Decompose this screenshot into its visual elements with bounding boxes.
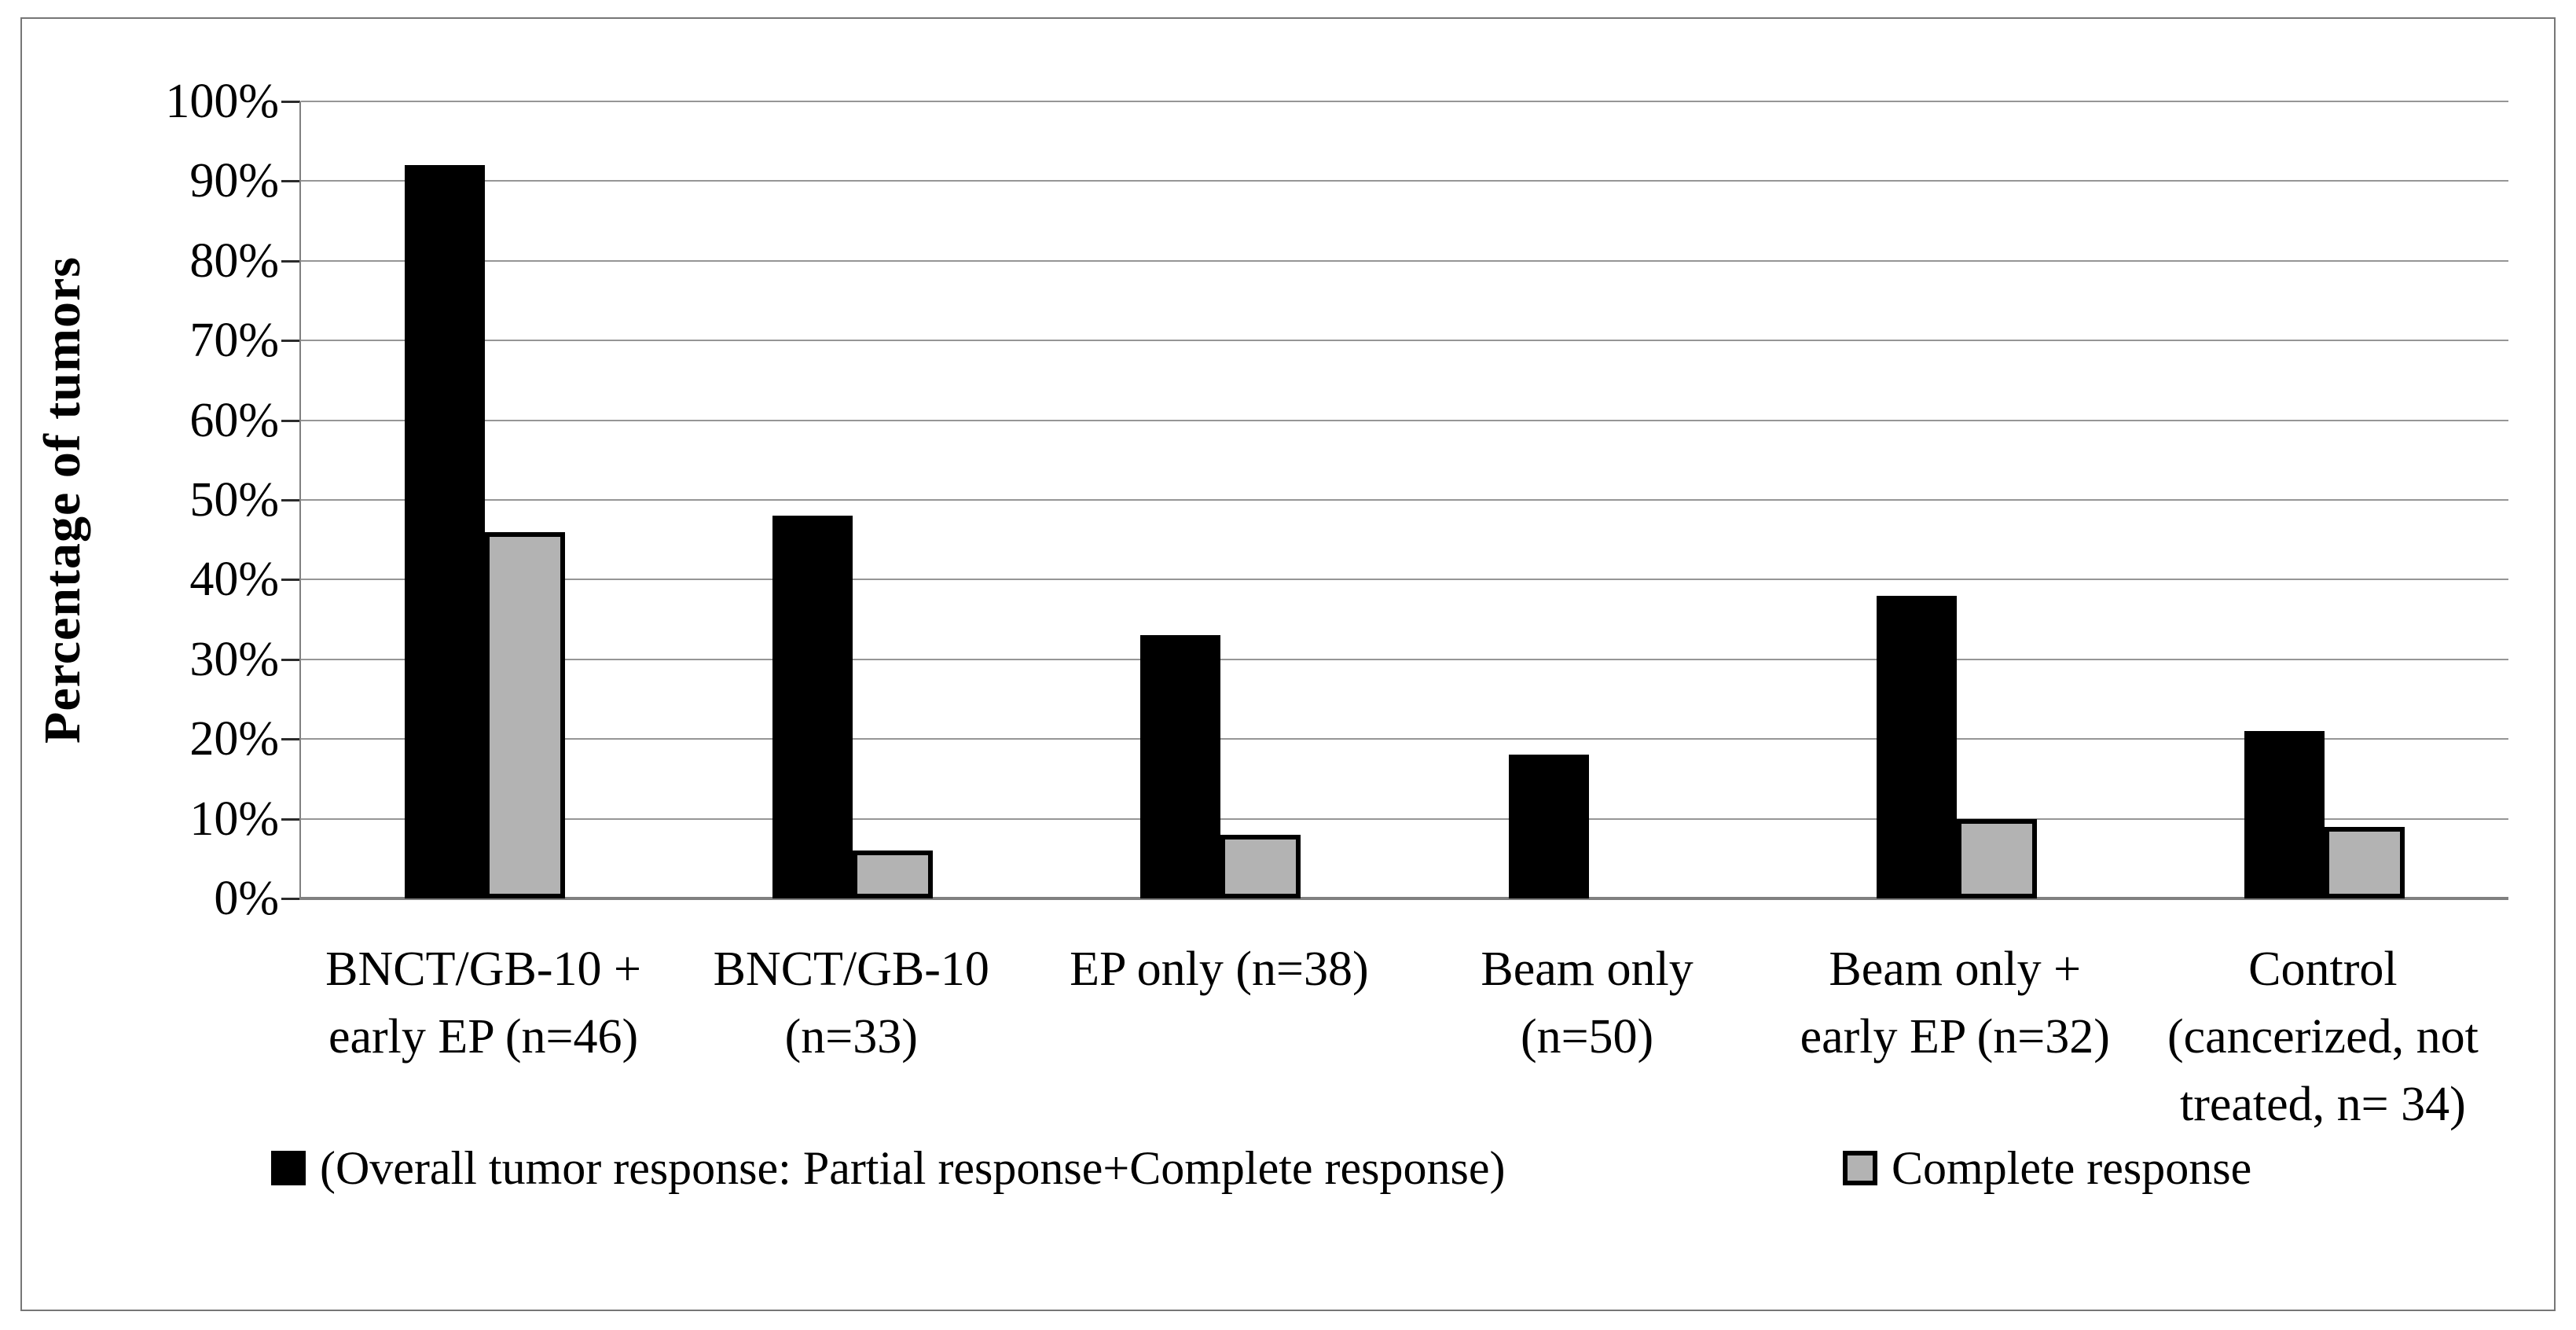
bar-series1-cat5 [2324,826,2405,898]
bar-series0-cat1 [772,516,853,898]
y-tick-mark-80 [281,259,300,263]
gridline-60 [301,419,2508,421]
y-tick-mark-70 [281,340,300,343]
x-category-label-2: EP only (n=38) [1070,942,1369,996]
gridline-70 [301,340,2508,342]
gridline-90 [301,180,2508,182]
y-tick-mark-40 [281,579,300,582]
legend-label-1: Complete response [1892,1142,2252,1194]
y-tick-label-60: 60% [189,393,279,447]
y-tick-label-80: 80% [189,233,279,288]
legend-label-0: (Overall tumor response: Partial respons… [320,1142,1506,1194]
gridline-50 [301,499,2508,501]
y-tick-mark-100 [281,101,300,103]
y-tick-label-90: 90% [189,154,279,208]
gridline-10 [301,817,2508,820]
gridline-20 [301,738,2508,740]
x-category-label-5: Control (cancerized, not treated, n= 34) [2167,942,2479,1131]
y-tick-mark-20 [281,738,300,741]
y-tick-mark-90 [281,180,300,183]
gridline-40 [301,579,2508,581]
legend-item-0: (Overall tumor response: Partial respons… [271,1142,1506,1194]
y-tick-label-70: 70% [189,314,279,368]
y-tick-label-0: 0% [214,872,279,925]
y-tick-mark-30 [281,658,300,661]
bar-series0-cat0 [405,165,486,898]
y-tick-mark-60 [281,419,300,422]
x-category-label-3: Beam only (n=50) [1481,942,1693,1064]
gridline-100 [301,101,2508,102]
y-tick-label-40: 40% [189,553,279,607]
bar-series1-cat0 [485,531,566,898]
x-category-label-4: Beam only + early EP (n=32) [1800,942,2110,1064]
bar-series0-cat5 [2244,731,2325,898]
y-tick-mark-50 [281,499,300,502]
bar-series1-cat2 [1220,834,1301,898]
legend-swatch-1 [1843,1151,1877,1185]
y-tick-label-50: 50% [189,473,279,527]
y-tick-label-20: 20% [189,712,279,766]
bar-series0-cat2 [1140,635,1221,898]
y-tick-label-100: 100% [165,75,279,128]
bar-series1-cat1 [853,851,934,898]
bar-series0-cat3 [1508,755,1589,898]
bar-series1-cat4 [1956,818,2037,898]
plot-area [299,101,2508,900]
x-category-label-0: BNCT/GB-10 + early EP (n=46) [325,942,641,1064]
bar-series0-cat4 [1876,595,1957,898]
gridline-80 [301,259,2508,262]
legend-swatch-0 [271,1151,306,1185]
x-axis-baseline [299,897,2508,900]
x-category-label-1: BNCT/GB-10 (n=33) [713,942,989,1064]
gridline-30 [301,658,2508,660]
y-tick-label-10: 10% [189,792,279,846]
y-tick-mark-0 [281,898,300,900]
y-tick-mark-10 [281,817,300,821]
y-tick-label-30: 30% [189,632,279,686]
legend-item-1: Complete response [1843,1142,2252,1194]
